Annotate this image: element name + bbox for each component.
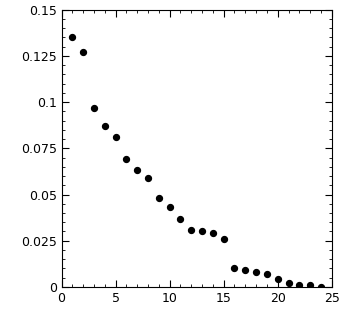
Point [70, 35, 75, 40]
Point [80, 50, 86, 55]
Point [221, 236, 226, 242]
Point [232, 266, 237, 271]
Point [286, 281, 291, 286]
Point [253, 270, 259, 275]
Point [199, 229, 205, 234]
Point [102, 124, 107, 129]
Point [188, 227, 194, 232]
Point [297, 282, 302, 288]
Point [275, 277, 280, 282]
Point [113, 135, 118, 140]
Point [124, 157, 129, 162]
Point [307, 282, 313, 288]
Point [318, 284, 324, 289]
Point [156, 196, 161, 201]
Point [91, 105, 97, 110]
Point [145, 175, 151, 181]
Point [264, 271, 269, 276]
Point [134, 168, 140, 173]
Point [167, 205, 172, 210]
Point [210, 231, 215, 236]
Point [178, 216, 183, 221]
Point [242, 268, 248, 273]
